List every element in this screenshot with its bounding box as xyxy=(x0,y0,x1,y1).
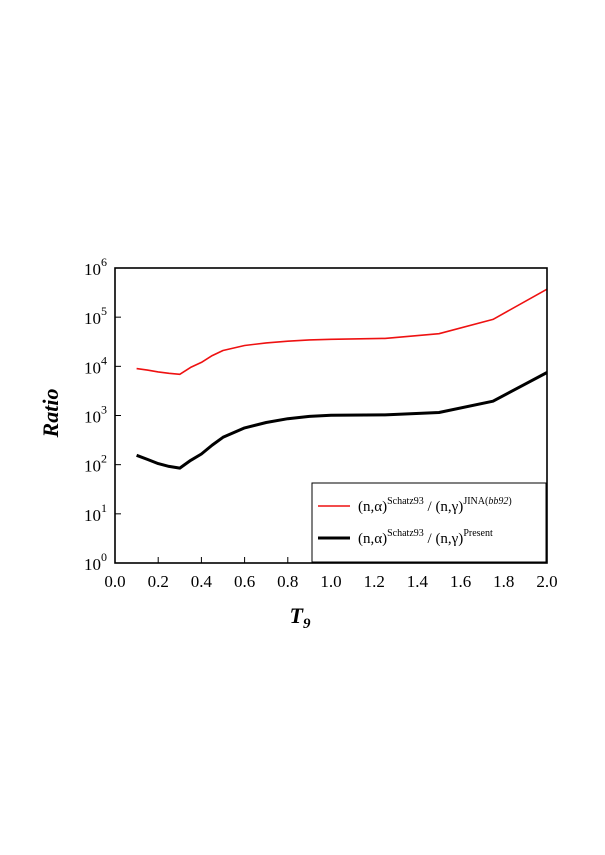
y-tick-label-4: 104 xyxy=(84,353,107,377)
x-tick-label-7: 1.4 xyxy=(407,572,429,591)
legend-1-sep: / xyxy=(424,531,436,547)
y-tick-label-5: 105 xyxy=(84,304,107,328)
y-tick-label-1: 101 xyxy=(84,501,107,525)
legend-label-0: (n,α)Schatz93 / (n,γ)JINA(bb92) xyxy=(358,496,512,515)
x-tick-label-1: 0.2 xyxy=(148,572,169,591)
legend-1-a: (n,α) xyxy=(358,531,387,547)
legend-0-b: (n,γ) xyxy=(435,499,463,515)
x-tick-label-0: 0.0 xyxy=(104,572,125,591)
y-tick-label-2: 102 xyxy=(84,452,107,476)
x-tick-label-4: 0.8 xyxy=(277,572,298,591)
legend-0-b-sup: JINA( xyxy=(463,496,489,507)
legend: (n,α)Schatz93 / (n,γ)JINA(bb92) (n,α)Sch… xyxy=(311,482,547,563)
legend-0-a: (n,α) xyxy=(358,499,387,515)
y-tick-label-3: 103 xyxy=(84,403,107,427)
legend-box xyxy=(311,482,547,563)
series-line-1 xyxy=(136,371,548,470)
legend-0-a-sup: Schatz93 xyxy=(387,496,424,507)
x-axis-title: T9 xyxy=(290,603,311,632)
x-axis-title-base: T xyxy=(290,603,305,628)
x-tick-label-8: 1.6 xyxy=(450,572,471,591)
x-tick-label-2: 0.4 xyxy=(191,572,213,591)
y-tick-label-0: 100 xyxy=(84,550,107,574)
y-tick-label-6: 106 xyxy=(84,255,107,279)
y-axis-title: Ratio xyxy=(38,389,63,439)
x-tick-label-5: 1.0 xyxy=(320,572,341,591)
legend-0-b-sup-italic: bb92 xyxy=(488,496,508,507)
legend-label-1: (n,α)Schatz93 / (n,γ)Present xyxy=(358,528,493,547)
x-tick-label-3: 0.6 xyxy=(234,572,255,591)
legend-0-b-sup-end: ) xyxy=(508,496,511,507)
series-line-0 xyxy=(136,288,548,376)
x-tick-label-6: 1.2 xyxy=(364,572,385,591)
legend-0-sep: / xyxy=(424,499,436,515)
ticks-layer: 0.0 0.2 0.4 0.6 0.8 1.0 1.2 1.4 1.6 1.8 2.0 100 101 1… xyxy=(84,255,558,591)
legend-1-a-sup: Schatz93 xyxy=(387,528,424,539)
series-layer xyxy=(136,288,548,470)
x-axis-title-sub: 9 xyxy=(303,616,311,632)
plot-frame xyxy=(114,267,548,564)
x-tick-label-9: 1.8 xyxy=(493,572,514,591)
legend-1-b: (n,γ) xyxy=(435,531,463,547)
legend-1-b-sup: Present xyxy=(463,528,493,539)
x-tick-label-10: 2.0 xyxy=(536,572,557,591)
